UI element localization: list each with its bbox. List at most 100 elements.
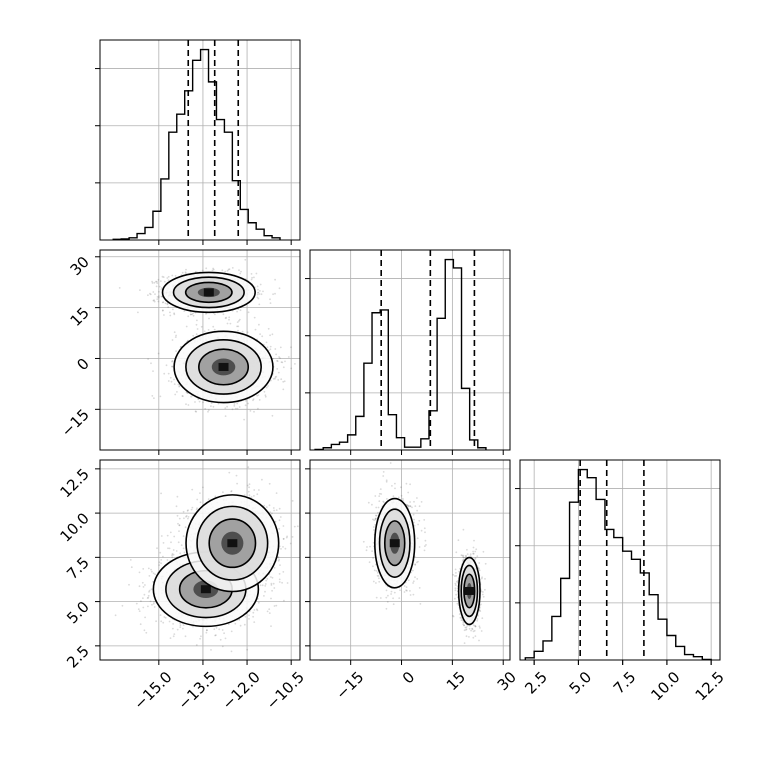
scatter-point [143,593,146,596]
scatter-point [184,271,187,274]
scatter-point [159,395,162,398]
scatter-point [290,346,292,349]
scatter-point [158,564,161,566]
scatter-point [231,267,234,269]
scatter-point [137,311,139,314]
scatter-point [239,624,242,627]
scatter-point [163,314,165,316]
scatter-point [268,482,271,485]
scatter-point [151,282,154,284]
scatter-point [176,391,178,393]
scatter-point [271,589,273,592]
scatter-point [185,268,187,271]
p1_vs_p2-panel [100,250,300,455]
scatter-point [195,270,197,273]
scatter-point [162,621,165,624]
scatter-point [146,597,149,599]
scatter-point [155,285,158,288]
scatter-point [270,584,273,586]
scatter-point [250,273,253,275]
scatter-point [279,357,281,360]
scatter-point [210,649,212,651]
scatter-point [254,328,257,331]
scatter-point [121,604,124,607]
scatter-point [246,484,249,487]
scatter-point [264,395,267,398]
scatter-point [173,313,176,316]
scatter-point [186,510,189,512]
scatter-point [271,333,274,336]
scatter-point [174,275,177,277]
scatter-point [207,409,210,411]
hist-bar [587,478,596,660]
scatter-point [275,604,278,607]
scatter-point [259,333,261,335]
scatter-point [158,561,161,564]
scatter-point [175,350,178,352]
hist-bar [145,227,153,240]
scatter-point [278,527,281,530]
scatter-point [253,609,256,611]
scatter-point [160,559,163,561]
scatter-point [222,313,225,316]
contour-line [184,281,233,304]
scatter-point [272,293,274,296]
scatter-point [173,633,176,635]
scatter-point [138,610,141,612]
scatter-point [276,368,279,370]
scatter-point [266,346,269,349]
scatter-point [161,301,164,304]
scatter-point [170,380,173,383]
scatter-point [236,310,239,313]
p1_vs_p2-y-tick-label: 30 [67,253,93,279]
hist_p3-frame [519,459,721,661]
scatter-point [185,325,188,328]
scatter-point [229,322,232,325]
hist-bar [570,502,579,660]
scatter-point [148,575,151,577]
scatter-point [154,573,157,576]
scatter-point [223,632,226,635]
scatter-point [173,331,176,334]
scatter-point [137,608,140,611]
hist-bar [437,318,445,450]
scatter-point [222,491,224,494]
scatter-point [207,410,209,413]
scatter-point [274,376,277,379]
scatter-point [265,579,268,582]
scatter-point [230,650,233,653]
scatter-point [179,552,182,555]
scatter-point [166,534,169,537]
scatter-point [268,608,271,611]
hist_p2-panel [305,250,510,455]
scatter-point [147,567,150,570]
scatter-point [158,285,161,288]
scatter-point [153,281,156,284]
scatter-point [169,376,172,379]
scatter-point [263,390,266,393]
scatter-point [166,302,169,305]
scatter-point [171,365,174,368]
contour-line [172,276,245,309]
hist-bar [169,132,177,240]
scatter-point [164,302,167,305]
scatter-point [253,489,256,491]
scatter-point [157,352,160,355]
scatter-point [226,322,229,325]
scatter-point [266,610,269,613]
hist_p1-frame [99,39,301,241]
scatter-point [153,300,156,303]
scatter-point [152,291,155,293]
scatter-point [276,359,278,362]
scatter-point [173,378,175,381]
scatter-point [256,394,258,397]
scatter-point [272,377,275,380]
scatter-point [247,402,250,405]
hist-bar [445,260,453,450]
hist-bar [685,655,694,660]
scatter-point [212,325,215,328]
scatter-point [162,555,164,558]
scatter-point [239,272,242,275]
scatter-point [250,496,253,498]
scatter-point [212,405,215,408]
